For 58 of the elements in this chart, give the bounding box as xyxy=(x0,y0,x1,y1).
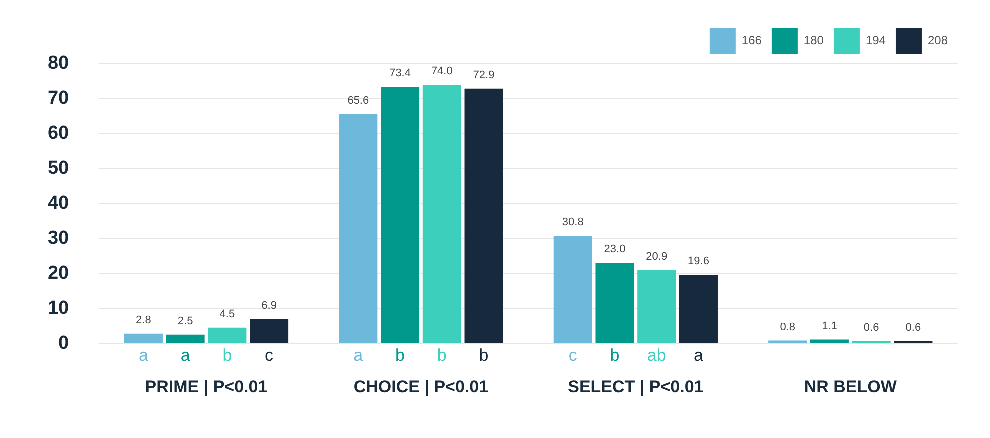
legend-label: 208 xyxy=(928,33,948,48)
y-tick-label: 40 xyxy=(48,193,70,214)
bar xyxy=(208,328,247,344)
y-tick-label: 80 xyxy=(48,53,70,74)
bar xyxy=(339,114,378,344)
text: c xyxy=(265,346,274,365)
text: a xyxy=(354,346,364,365)
text: b xyxy=(610,346,620,365)
data-label: 1.1 xyxy=(822,320,838,332)
text: b xyxy=(222,346,232,365)
text: a xyxy=(694,346,704,365)
data-label: 30.8 xyxy=(562,216,584,228)
bar xyxy=(554,236,592,344)
y-tick-label: 60 xyxy=(48,123,70,144)
bar xyxy=(596,263,634,344)
data-label: 73.4 xyxy=(390,68,411,80)
bar xyxy=(810,340,849,344)
bar xyxy=(464,88,504,344)
bar xyxy=(638,270,676,344)
data-label: 0.6 xyxy=(906,322,922,334)
data-label: 2.8 xyxy=(136,314,152,326)
text: b xyxy=(396,346,406,365)
legend-label: 180 xyxy=(804,33,824,48)
data-label: 72.9 xyxy=(473,69,495,82)
x-tick-label: PRIME | P<0.01 xyxy=(145,377,268,396)
data-label: 19.6 xyxy=(688,256,710,268)
text: ab xyxy=(647,346,666,365)
bar xyxy=(166,334,205,344)
y-tick-label: 50 xyxy=(48,158,70,180)
data-label: 0.8 xyxy=(780,321,796,334)
text: a xyxy=(138,346,149,365)
data-label: 0.6 xyxy=(864,322,880,334)
text: b xyxy=(437,346,447,365)
text: c xyxy=(568,346,578,365)
bar xyxy=(250,319,289,344)
y-tick-label: 0 xyxy=(58,332,70,354)
data-label: 2.5 xyxy=(178,315,194,328)
bar xyxy=(124,334,163,344)
bar xyxy=(422,84,462,344)
text: b xyxy=(479,346,489,365)
x-tick-label: SELECT | P<0.01 xyxy=(568,377,704,396)
data-label: 23.0 xyxy=(604,244,626,256)
x-tick-label: CHOICE | P<0.01 xyxy=(354,377,489,396)
y-tick-label: 30 xyxy=(48,228,70,249)
data-label: 6.9 xyxy=(262,300,277,312)
data-label: 65.6 xyxy=(348,94,370,107)
data-label: 74.0 xyxy=(431,66,453,78)
legend-label: 166 xyxy=(742,33,762,48)
data-label: 20.9 xyxy=(646,251,668,264)
y-tick-label: 70 xyxy=(48,88,70,110)
bar xyxy=(679,275,718,344)
y-tick-label: 10 xyxy=(48,298,70,319)
legend-label: 194 xyxy=(866,33,886,48)
bar xyxy=(381,87,420,344)
x-tick-label: NR BELOW xyxy=(804,377,898,396)
text: a xyxy=(180,346,191,365)
data-label: 4.5 xyxy=(220,308,236,320)
y-tick-label: 20 xyxy=(48,262,70,284)
